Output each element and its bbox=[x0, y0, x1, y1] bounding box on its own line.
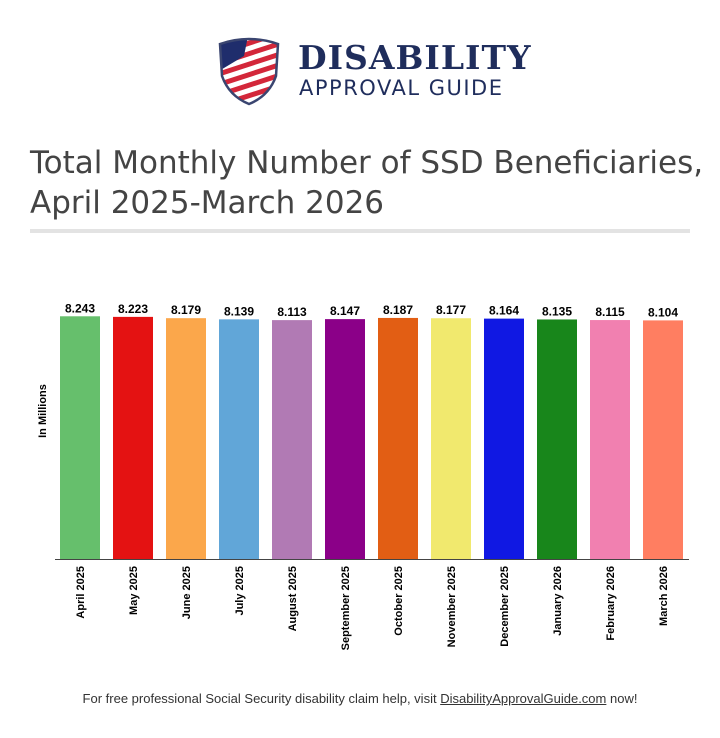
x-tick-label: April 2025 bbox=[75, 566, 87, 619]
logo-line2: APPROVAL GUIDE bbox=[299, 76, 504, 100]
data-label: 8.147 bbox=[330, 304, 360, 318]
data-label: 8.243 bbox=[65, 301, 95, 315]
data-label: 8.113 bbox=[277, 305, 307, 319]
data-label: 8.139 bbox=[224, 304, 254, 318]
logo[interactable]: DISABILITY APPROVAL GUIDE bbox=[214, 36, 531, 106]
x-tick-label: September 2025 bbox=[340, 566, 352, 650]
bar bbox=[272, 320, 312, 559]
logo-line1: DISABILITY bbox=[298, 38, 532, 77]
bar bbox=[378, 317, 418, 559]
divider bbox=[30, 229, 690, 233]
bar bbox=[643, 320, 683, 559]
bar bbox=[325, 319, 365, 559]
x-tick-label: January 2026 bbox=[552, 566, 564, 636]
data-label: 8.187 bbox=[383, 303, 413, 317]
bar bbox=[537, 319, 577, 559]
data-label: 8.179 bbox=[171, 303, 201, 317]
bar bbox=[590, 320, 630, 559]
x-tick-label: November 2025 bbox=[446, 566, 458, 647]
data-label: 8.104 bbox=[648, 305, 678, 319]
footer-text-end: now! bbox=[606, 691, 638, 706]
bar bbox=[484, 318, 524, 559]
bar bbox=[219, 319, 259, 559]
footer-link[interactable]: DisabilityApprovalGuide.com bbox=[440, 691, 607, 706]
x-tick-label: June 2025 bbox=[181, 566, 193, 619]
x-tick-label: October 2025 bbox=[393, 566, 405, 636]
data-label: 8.115 bbox=[595, 305, 625, 319]
x-tick-label: March 2026 bbox=[658, 566, 670, 626]
chart-title: Total Monthly Number of SSD Beneficiarie… bbox=[30, 145, 704, 221]
x-tick-label: August 2025 bbox=[287, 566, 299, 631]
data-label: 8.135 bbox=[542, 304, 572, 318]
flag-shield-icon bbox=[218, 37, 280, 106]
footer: For free professional Social Security di… bbox=[0, 691, 720, 706]
y-axis-label: In Millions bbox=[37, 384, 49, 438]
data-label: 8.164 bbox=[489, 304, 519, 318]
bar bbox=[60, 316, 100, 559]
x-tick-label: July 2025 bbox=[234, 566, 246, 616]
data-label: 8.177 bbox=[436, 303, 466, 317]
data-label: 8.223 bbox=[118, 302, 148, 316]
bar bbox=[166, 318, 206, 559]
x-tick-label: May 2025 bbox=[128, 566, 140, 615]
x-tick-label: February 2026 bbox=[605, 566, 617, 641]
bar bbox=[431, 318, 471, 559]
bar-chart: In Millions 8.243 April 2025 8.223 May 2025… bbox=[37, 301, 689, 650]
footer-text: For free professional Social Security di… bbox=[82, 691, 441, 706]
x-tick-label: December 2025 bbox=[499, 566, 511, 647]
bar bbox=[113, 316, 153, 559]
